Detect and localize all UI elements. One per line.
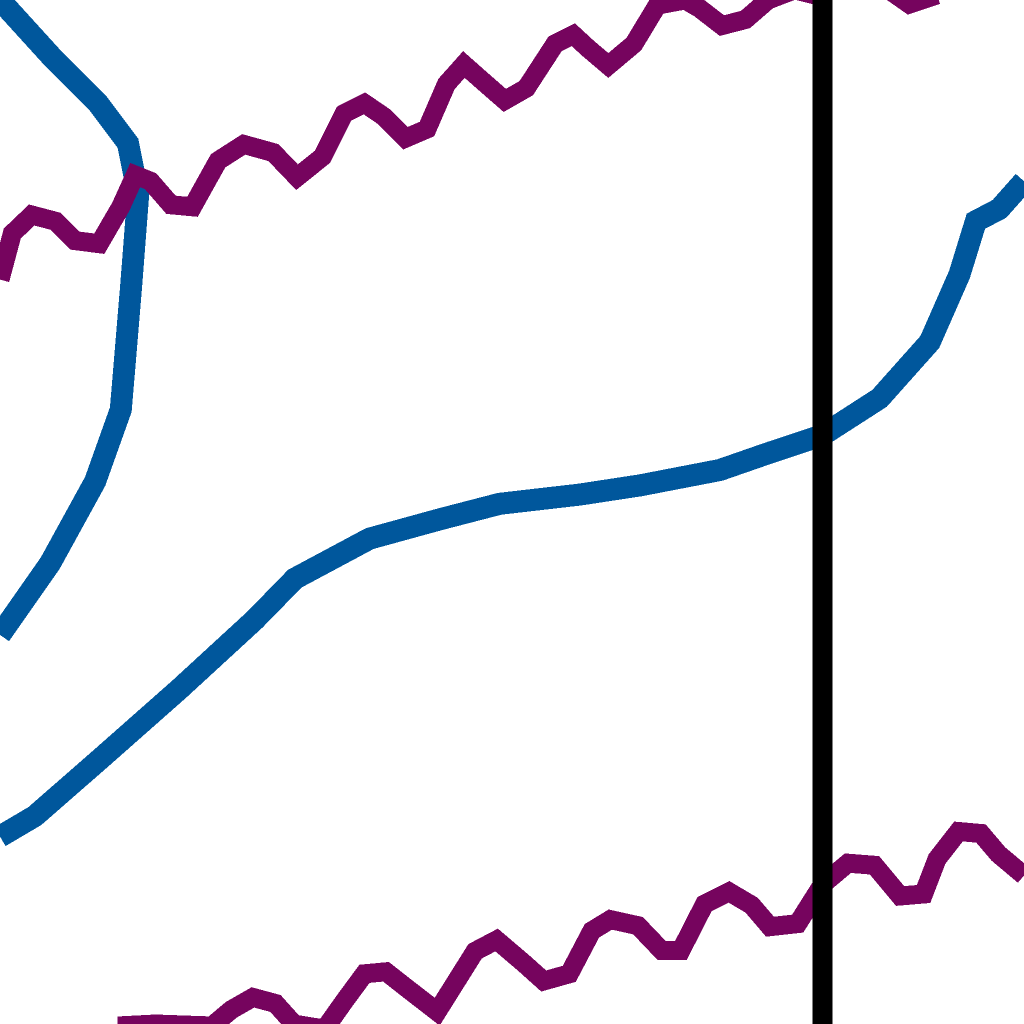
- series-line-5: [117, 821, 1024, 1024]
- series-line-2: [0, 173, 1024, 847]
- series-line-4: [886, 0, 940, 15]
- series-line-3: [0, 0, 822, 283]
- series-line-1: [0, 0, 150, 642]
